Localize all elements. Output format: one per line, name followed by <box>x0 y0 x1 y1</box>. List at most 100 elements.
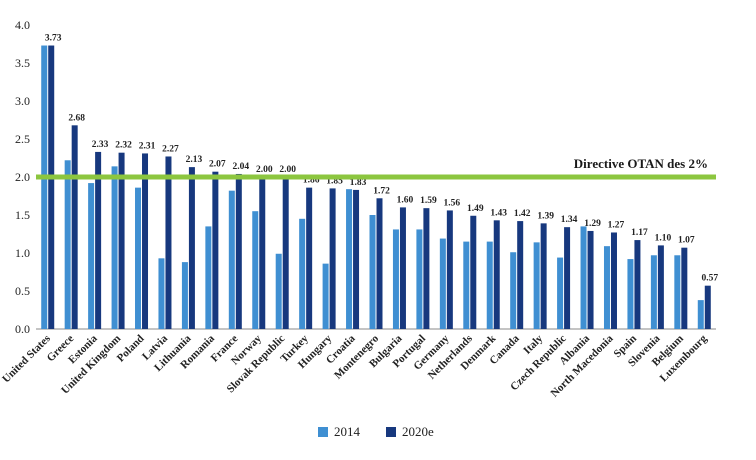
data-label: 2.00 <box>279 165 296 175</box>
bar-2014-canada <box>510 252 517 329</box>
data-label: 1.10 <box>655 233 672 243</box>
bar-2014-lithuania <box>181 262 188 329</box>
reference-line-group: Directive OTAN des 2% <box>36 156 716 180</box>
data-label: 1.49 <box>467 204 484 214</box>
bar-2014-bulgaria <box>392 229 399 329</box>
legend-label-2014: 2014 <box>334 424 360 439</box>
bar-chart: 0.0 0.5 1.0 1.5 2.0 2.5 3.0 3.5 4.0 3.73 2.68 2.33… <box>0 18 718 400</box>
bars <box>41 45 711 330</box>
bar-2020e-slovenia <box>657 245 664 329</box>
bar-2020e-montenegro <box>376 198 383 329</box>
bar-2020e-canada <box>517 221 524 329</box>
bar-2014-belgium <box>674 255 681 329</box>
y-tick-label: 1.5 <box>15 208 30 222</box>
bar-2014-germany <box>439 238 446 329</box>
bar-2020e-united-kingdom <box>118 152 125 329</box>
bar-2020e-belgium <box>681 247 688 329</box>
data-label: 1.56 <box>444 198 461 208</box>
bar-2020e-bulgaria <box>399 207 406 329</box>
bar-2014-united-kingdom <box>111 166 118 329</box>
bar-2020e-croatia <box>353 189 360 329</box>
bar-2020e-italy <box>540 223 547 329</box>
bar-2014-greece <box>64 160 71 329</box>
data-label: 1.07 <box>678 236 695 246</box>
bar-2020e-turkey <box>306 187 313 329</box>
data-label: 2.00 <box>256 165 273 175</box>
bar-2020e-united-states <box>48 45 55 330</box>
reference-line-label: Directive OTAN des 2% <box>574 156 708 171</box>
y-tick-label: 0.5 <box>15 284 30 298</box>
bar-2020e-romania <box>212 171 219 329</box>
data-label: 1.60 <box>397 195 414 205</box>
legend-item-2014: 2014 <box>318 424 360 440</box>
data-label: 0.57 <box>701 274 718 284</box>
bar-2014-spain <box>627 259 634 329</box>
data-label: 1.39 <box>537 211 554 221</box>
bar-2020e-denmark <box>493 220 500 329</box>
data-labels: 3.73 2.68 2.33 2.32 2.31 2.27 2.13 2.07 2.04 2.00… <box>45 34 718 284</box>
y-tick-label: 3.5 <box>15 56 30 70</box>
data-label: 2.33 <box>92 140 109 150</box>
y-tick-label: 2.0 <box>15 170 30 184</box>
bar-2020e-spain <box>634 240 641 329</box>
y-axis: 0.0 0.5 1.0 1.5 2.0 2.5 3.0 3.5 4.0 <box>15 18 716 336</box>
data-label: 1.29 <box>584 219 601 229</box>
data-label: 2.31 <box>139 141 156 151</box>
data-label: 1.27 <box>608 220 625 230</box>
bar-2014-hungary <box>322 263 329 329</box>
data-label: 1.42 <box>514 209 531 219</box>
data-label: 1.43 <box>490 208 507 218</box>
bar-2020e-hungary <box>329 188 336 329</box>
y-tick-label: 1.0 <box>15 246 30 260</box>
data-label: 2.07 <box>209 160 226 170</box>
bar-2020e-latvia <box>165 156 172 329</box>
bar-2020e-poland <box>142 153 149 329</box>
y-tick-label: 4.0 <box>15 18 30 32</box>
y-tick-label: 2.5 <box>15 132 30 146</box>
x-tick-label: United States <box>0 332 53 385</box>
legend-swatch-2014 <box>318 427 328 437</box>
bar-2020e-germany <box>446 210 453 329</box>
bar-2014-montenegro <box>369 215 376 329</box>
y-tick-label: 3.0 <box>15 94 30 108</box>
data-label: 3.73 <box>45 34 62 44</box>
bar-2014-slovenia <box>650 255 657 329</box>
data-label: 1.17 <box>631 228 648 238</box>
y-tick-label: 0.0 <box>15 322 30 336</box>
bar-2014-france <box>228 190 235 329</box>
x-tick-label: Poland <box>115 333 147 365</box>
bar-2014-united-states <box>41 45 48 330</box>
bar-2014-denmark <box>486 241 493 329</box>
data-label: 1.34 <box>561 215 578 225</box>
data-label: 1.85 <box>326 176 343 186</box>
data-label: 1.72 <box>373 186 390 196</box>
data-label: 2.04 <box>232 162 249 172</box>
bar-2014-portugal <box>416 229 423 329</box>
bar-2020e-netherlands <box>470 215 477 329</box>
bar-2020e-estonia <box>95 151 102 329</box>
data-label: 1.86 <box>303 176 320 186</box>
data-label: 2.13 <box>186 155 203 165</box>
bar-2014-albania <box>580 226 587 329</box>
bar-2020e-norway <box>259 177 266 329</box>
bar-2020e-greece <box>71 125 78 329</box>
data-label: 2.32 <box>115 141 132 151</box>
data-label: 1.59 <box>420 196 437 206</box>
bar-2020e-luxembourg <box>704 285 711 329</box>
bar-2020e-portugal <box>423 208 430 329</box>
legend-item-2020e: 2020e <box>386 424 434 440</box>
data-label: 2.27 <box>162 144 179 154</box>
legend-swatch-2020e <box>386 427 396 437</box>
bar-2020e-north-macedonia <box>610 232 617 329</box>
bar-2014-slovak-republic <box>275 253 282 329</box>
legend: 2014 2020e <box>318 424 434 440</box>
bar-2014-estonia <box>88 183 95 329</box>
bar-2020e-albania <box>587 230 594 329</box>
bar-2014-luxembourg <box>697 300 704 329</box>
bar-2014-croatia <box>346 189 353 329</box>
data-label: 1.83 <box>350 178 367 188</box>
bar-2014-poland <box>135 187 142 329</box>
bar-2014-norway <box>252 211 259 329</box>
bar-2014-latvia <box>158 258 165 329</box>
